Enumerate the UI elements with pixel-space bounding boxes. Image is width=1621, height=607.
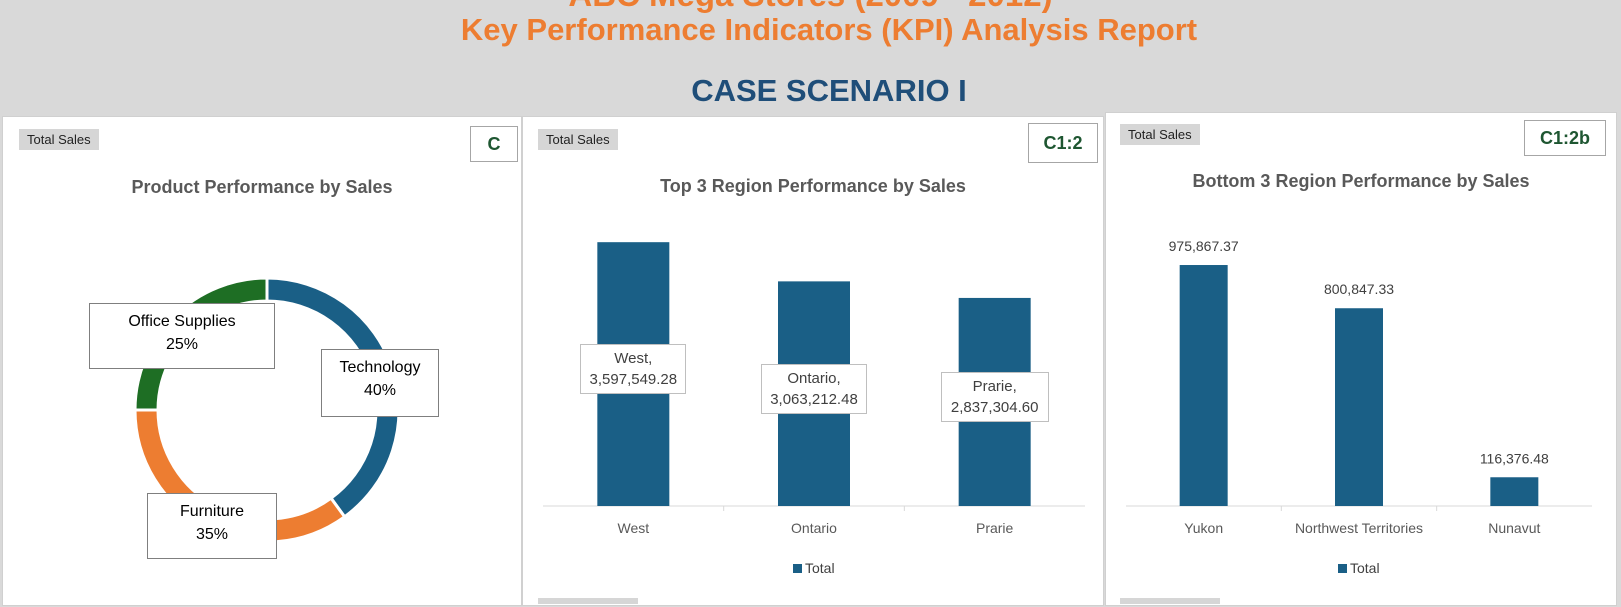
total-sales-filter[interactable]: Total Sales xyxy=(1120,124,1200,145)
data-label-region: Ontario, xyxy=(787,370,841,387)
chart-tag: C1:2b xyxy=(1524,120,1606,156)
chart-title: Product Performance by Sales xyxy=(131,177,393,197)
chart-title: Top 3 Region Performance by Sales xyxy=(660,176,966,196)
data-label-west: West, 3,597,549.28 xyxy=(580,344,687,394)
label-furniture: Furniture 35% xyxy=(147,493,277,559)
bar-yukon xyxy=(1179,265,1228,506)
data-label-region: Prarie, xyxy=(972,378,1017,395)
bar-nunavut xyxy=(1490,477,1539,506)
bar-northwest-territories xyxy=(1335,308,1383,506)
chart-legend: Total xyxy=(793,560,835,576)
bottom3-region-panel: Total Sales C1:2b Bottom 3 Region Perfor… xyxy=(1105,112,1617,606)
label-technology-name: Technology xyxy=(339,359,421,376)
chart-tag: C xyxy=(470,126,518,162)
data-label-value: 3,063,212.48 xyxy=(770,391,858,408)
total-sales-filter[interactable]: Total Sales xyxy=(19,129,99,150)
legend-label: Total xyxy=(1350,560,1380,576)
chart-legend: Total xyxy=(1338,560,1380,576)
x-tick-label-nunavut: Nunavut xyxy=(1488,520,1540,536)
label-office-supplies-name: Office Supplies xyxy=(128,313,236,330)
legend-label: Total xyxy=(805,560,835,576)
report-title: ABC Mega Stores (2009 - 2012) xyxy=(0,0,1621,12)
total-sales-filter[interactable]: Total Sales xyxy=(538,129,618,150)
data-label-value: 3,597,549.28 xyxy=(589,371,678,388)
legend-swatch xyxy=(793,564,802,573)
data-label-ontario: Ontario, 3,063,212.48 xyxy=(761,364,867,414)
top3-region-panel: Total Sales C1:2 Top 3 Region Performanc… xyxy=(522,116,1104,606)
bottom-filter-stub xyxy=(538,598,638,604)
label-furniture-name: Furniture xyxy=(179,503,245,520)
data-label-northwest-territories: 800,847.33 xyxy=(1324,281,1394,297)
data-label-yukon: 975,867.37 xyxy=(1169,238,1239,254)
x-tick-label-prarie: Prarie xyxy=(976,520,1014,536)
x-tick-label-west: West xyxy=(618,520,650,536)
chart-title: Bottom 3 Region Performance by Sales xyxy=(1192,171,1530,191)
x-tick-label-northwest-territories: Northwest Territories xyxy=(1295,520,1423,536)
report-subtitle: Key Performance Indicators (KPI) Analysi… xyxy=(460,12,1198,47)
x-tick-label-yukon: Yukon xyxy=(1184,520,1223,536)
data-label-prarie: Prarie, 2,837,304.60 xyxy=(940,372,1049,422)
data-label-nunavut: 116,376.48 xyxy=(1480,450,1549,466)
label-technology-pct: 40% xyxy=(363,382,397,399)
data-label-region: West, xyxy=(614,350,653,367)
bottom3-bar-chart: Yukon 975,867.37 Northwest Territories 800,… xyxy=(1126,238,1592,536)
bottom-filter-stub xyxy=(1120,598,1220,604)
case-scenario-title: CASE SCENARIO I xyxy=(691,73,967,108)
label-technology: Technology 40% xyxy=(321,349,439,417)
legend-swatch xyxy=(1338,564,1347,573)
label-office-supplies-pct: 25% xyxy=(165,336,199,353)
label-office-supplies: Office Supplies 25% xyxy=(89,303,275,369)
product-performance-panel: Total Sales C Product Performance by Sal… xyxy=(2,116,522,606)
chart-tag: C1:2 xyxy=(1028,123,1098,163)
label-furniture-pct: 35% xyxy=(195,526,229,543)
x-tick-label-ontario: Ontario xyxy=(791,520,837,536)
data-label-value: 2,837,304.60 xyxy=(950,399,1039,416)
